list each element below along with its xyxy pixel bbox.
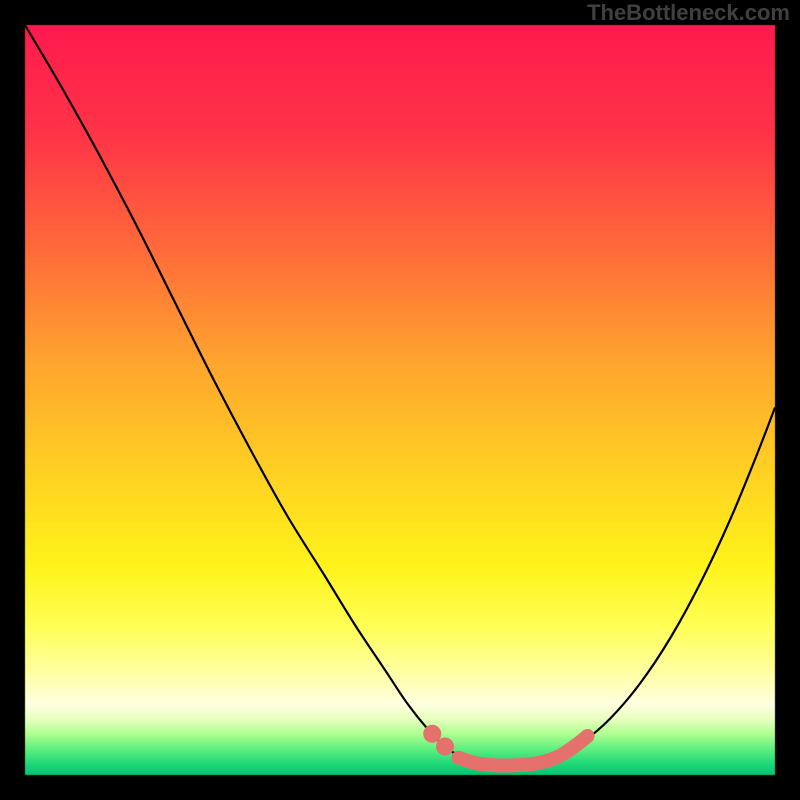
chart-root: TheBottleneck.com	[0, 0, 800, 800]
attribution-text: TheBottleneck.com	[587, 0, 790, 24]
gradient-plot	[0, 0, 800, 800]
